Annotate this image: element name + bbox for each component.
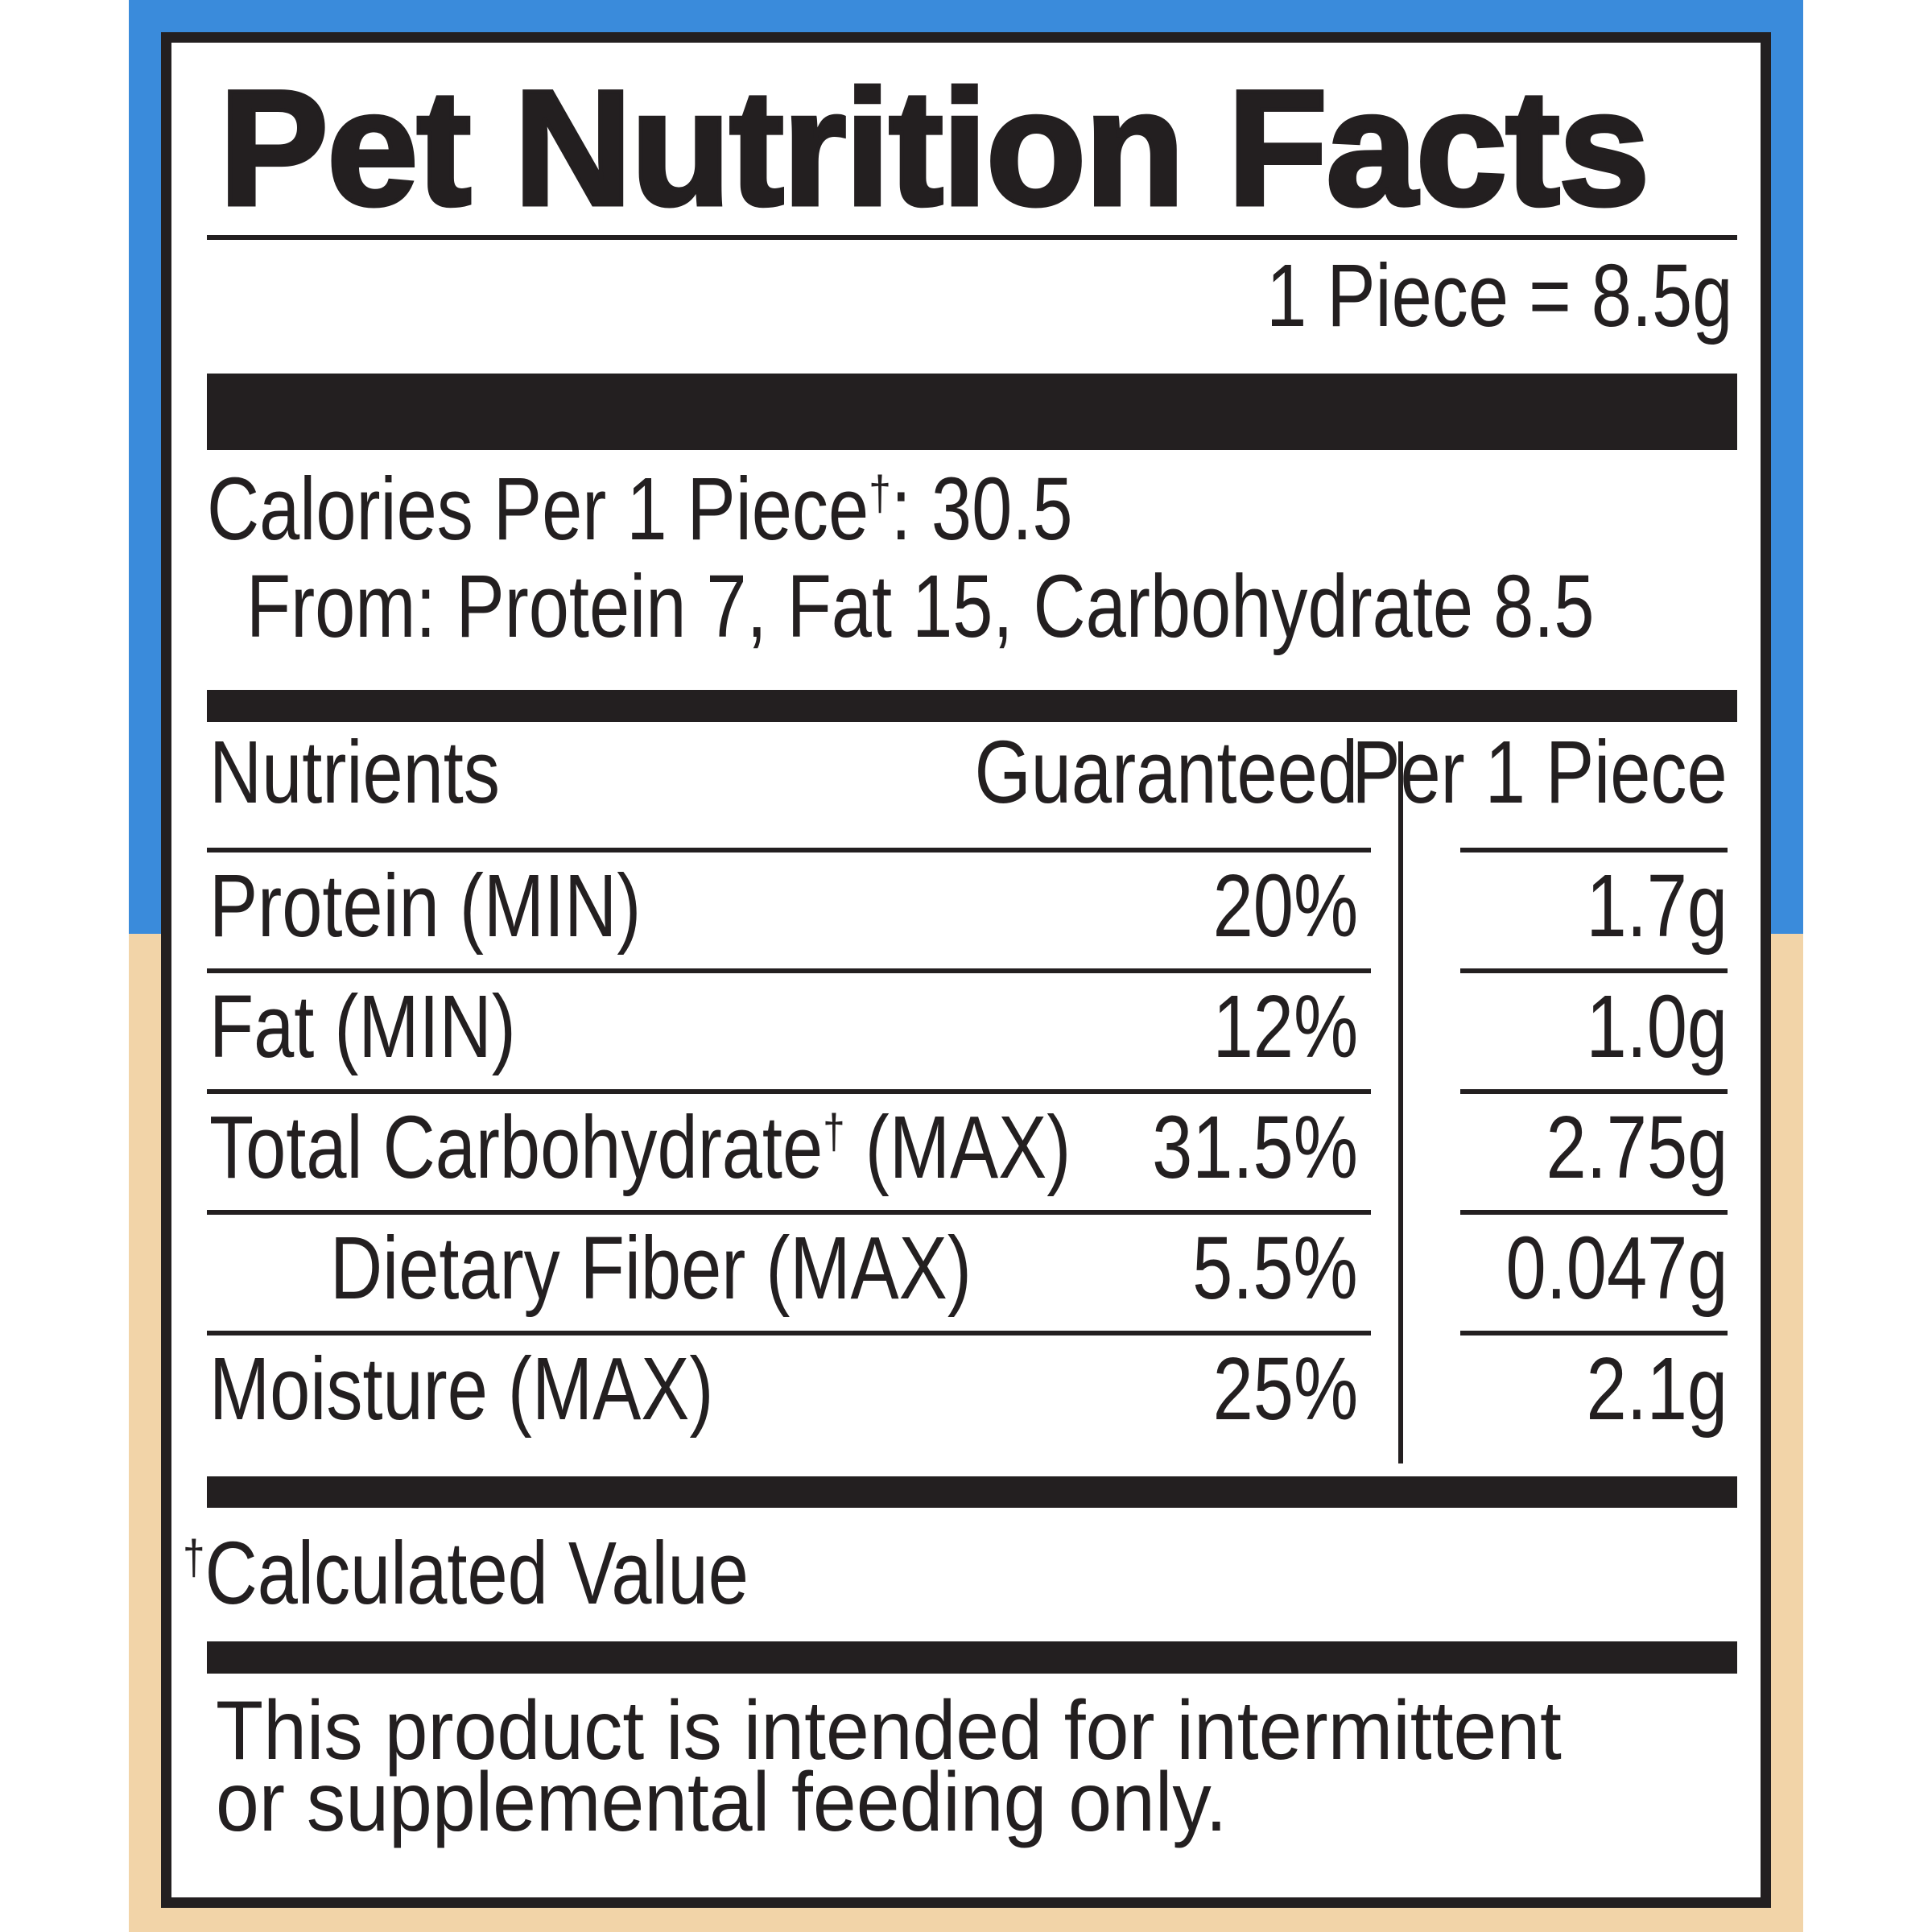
panel-title: Pet Nutrition Facts	[217, 56, 1652, 240]
footnote-text: Calculated Value	[204, 1524, 749, 1623]
footnote: †Calculated Value	[183, 1530, 749, 1618]
serving-size: 1 Piece = 8.5g	[1265, 246, 1732, 345]
header-nutrients: Nutrients	[209, 723, 500, 822]
per-piece-value: 1.0g	[1586, 977, 1728, 1076]
row-line	[1460, 848, 1728, 852]
row-line	[1460, 1331, 1728, 1335]
header-guaranteed: Guaranteed	[974, 723, 1358, 822]
section-divider	[207, 1641, 1737, 1674]
dagger-mark: †	[823, 1104, 845, 1158]
nutrient-name: Protein (MIN)	[209, 857, 642, 956]
guaranteed-value: 5.5%	[1192, 1219, 1358, 1318]
nutrient-name: Total Carbohydrate† (MAX)	[209, 1104, 1071, 1192]
section-divider	[207, 1476, 1737, 1508]
header-per-piece: Per 1 Piece	[1352, 723, 1728, 822]
title-divider	[207, 235, 1737, 240]
nutrient-name: Dietary Fiber (MAX)	[330, 1219, 972, 1318]
disclaimer-line-2: or supplemental feeding only.	[216, 1756, 1228, 1849]
row-line	[207, 1331, 1371, 1335]
row-line	[207, 1210, 1371, 1215]
row-line	[207, 1089, 1371, 1094]
calories-line: Calories Per 1 Piece†: 30.5	[207, 465, 1072, 554]
column-divider	[1398, 741, 1403, 1463]
row-line	[1460, 968, 1728, 973]
row-line	[207, 848, 1371, 852]
nutrient-qualifier: (MAX)	[844, 1098, 1071, 1197]
guaranteed-value: 25%	[1212, 1340, 1358, 1439]
nutrient-name: Fat (MIN)	[209, 977, 516, 1076]
calories-value: : 30.5	[890, 460, 1073, 559]
per-piece-value: 0.047g	[1505, 1219, 1728, 1318]
calories-from: From: Protein 7, Fat 15, Carbohydrate 8.…	[246, 557, 1595, 656]
disclaimer-line-1: This product is intended for intermitten…	[216, 1684, 1562, 1777]
dagger-mark: †	[869, 465, 891, 520]
calories-label: Calories Per 1 Piece	[207, 460, 869, 559]
guaranteed-value: 31.5%	[1152, 1098, 1358, 1197]
guaranteed-value: 20%	[1212, 857, 1358, 956]
row-line	[1460, 1089, 1728, 1094]
nutrient-name-text: Total Carbohydrate	[209, 1098, 824, 1197]
section-divider	[207, 690, 1737, 722]
row-line	[207, 968, 1371, 973]
row-line	[1460, 1210, 1728, 1215]
nutrient-name: Moisture (MAX)	[209, 1340, 714, 1439]
guaranteed-value: 12%	[1212, 977, 1358, 1076]
thick-divider	[207, 374, 1737, 450]
per-piece-value: 2.75g	[1546, 1098, 1728, 1197]
per-piece-value: 2.1g	[1586, 1340, 1728, 1439]
dagger-mark: †	[183, 1530, 205, 1584]
per-piece-value: 1.7g	[1586, 857, 1728, 956]
